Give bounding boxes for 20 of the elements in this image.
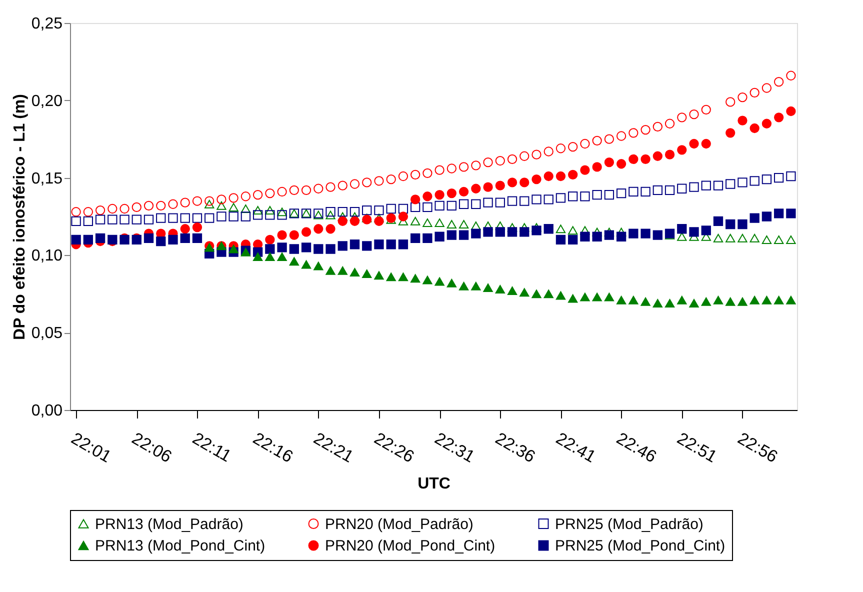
x-axis-title: UTC <box>418 476 451 493</box>
x-tick-label: 22:26 <box>370 428 418 466</box>
y-tick-label: 0,00 <box>31 402 63 420</box>
y-tick-label: 0,20 <box>31 92 63 110</box>
legend-label: PRN25 (Mod_Padrão) <box>555 516 704 533</box>
legend-label: PRN20 (Mod_Padrão) <box>325 516 474 533</box>
y-tick-label: 0,05 <box>31 325 63 342</box>
legend-label: PRN13 (Mod_Pond_Cint) <box>95 538 266 554</box>
legend-label: PRN13 (Mod_Padrão) <box>95 516 244 533</box>
legend-label: PRN20 (Mod_Pond_Cint) <box>325 538 496 554</box>
y-tick-label: 0,15 <box>31 170 63 188</box>
legend-label: PRN25 (Mod_Pond_Cint) <box>555 538 726 554</box>
x-tick-label: 22:36 <box>492 428 538 466</box>
x-tick-label: 22:46 <box>613 428 660 466</box>
x-tick-label: 22:16 <box>250 428 296 466</box>
x-tick-label: 22:06 <box>128 428 175 466</box>
x-tick-label: 22:56 <box>734 428 781 466</box>
y-tick-label: 0,25 <box>31 16 63 32</box>
y-tick-label: 0,10 <box>31 248 63 265</box>
y-axis-title: DP do efeito ionosférico - L1 (m) <box>11 94 28 340</box>
